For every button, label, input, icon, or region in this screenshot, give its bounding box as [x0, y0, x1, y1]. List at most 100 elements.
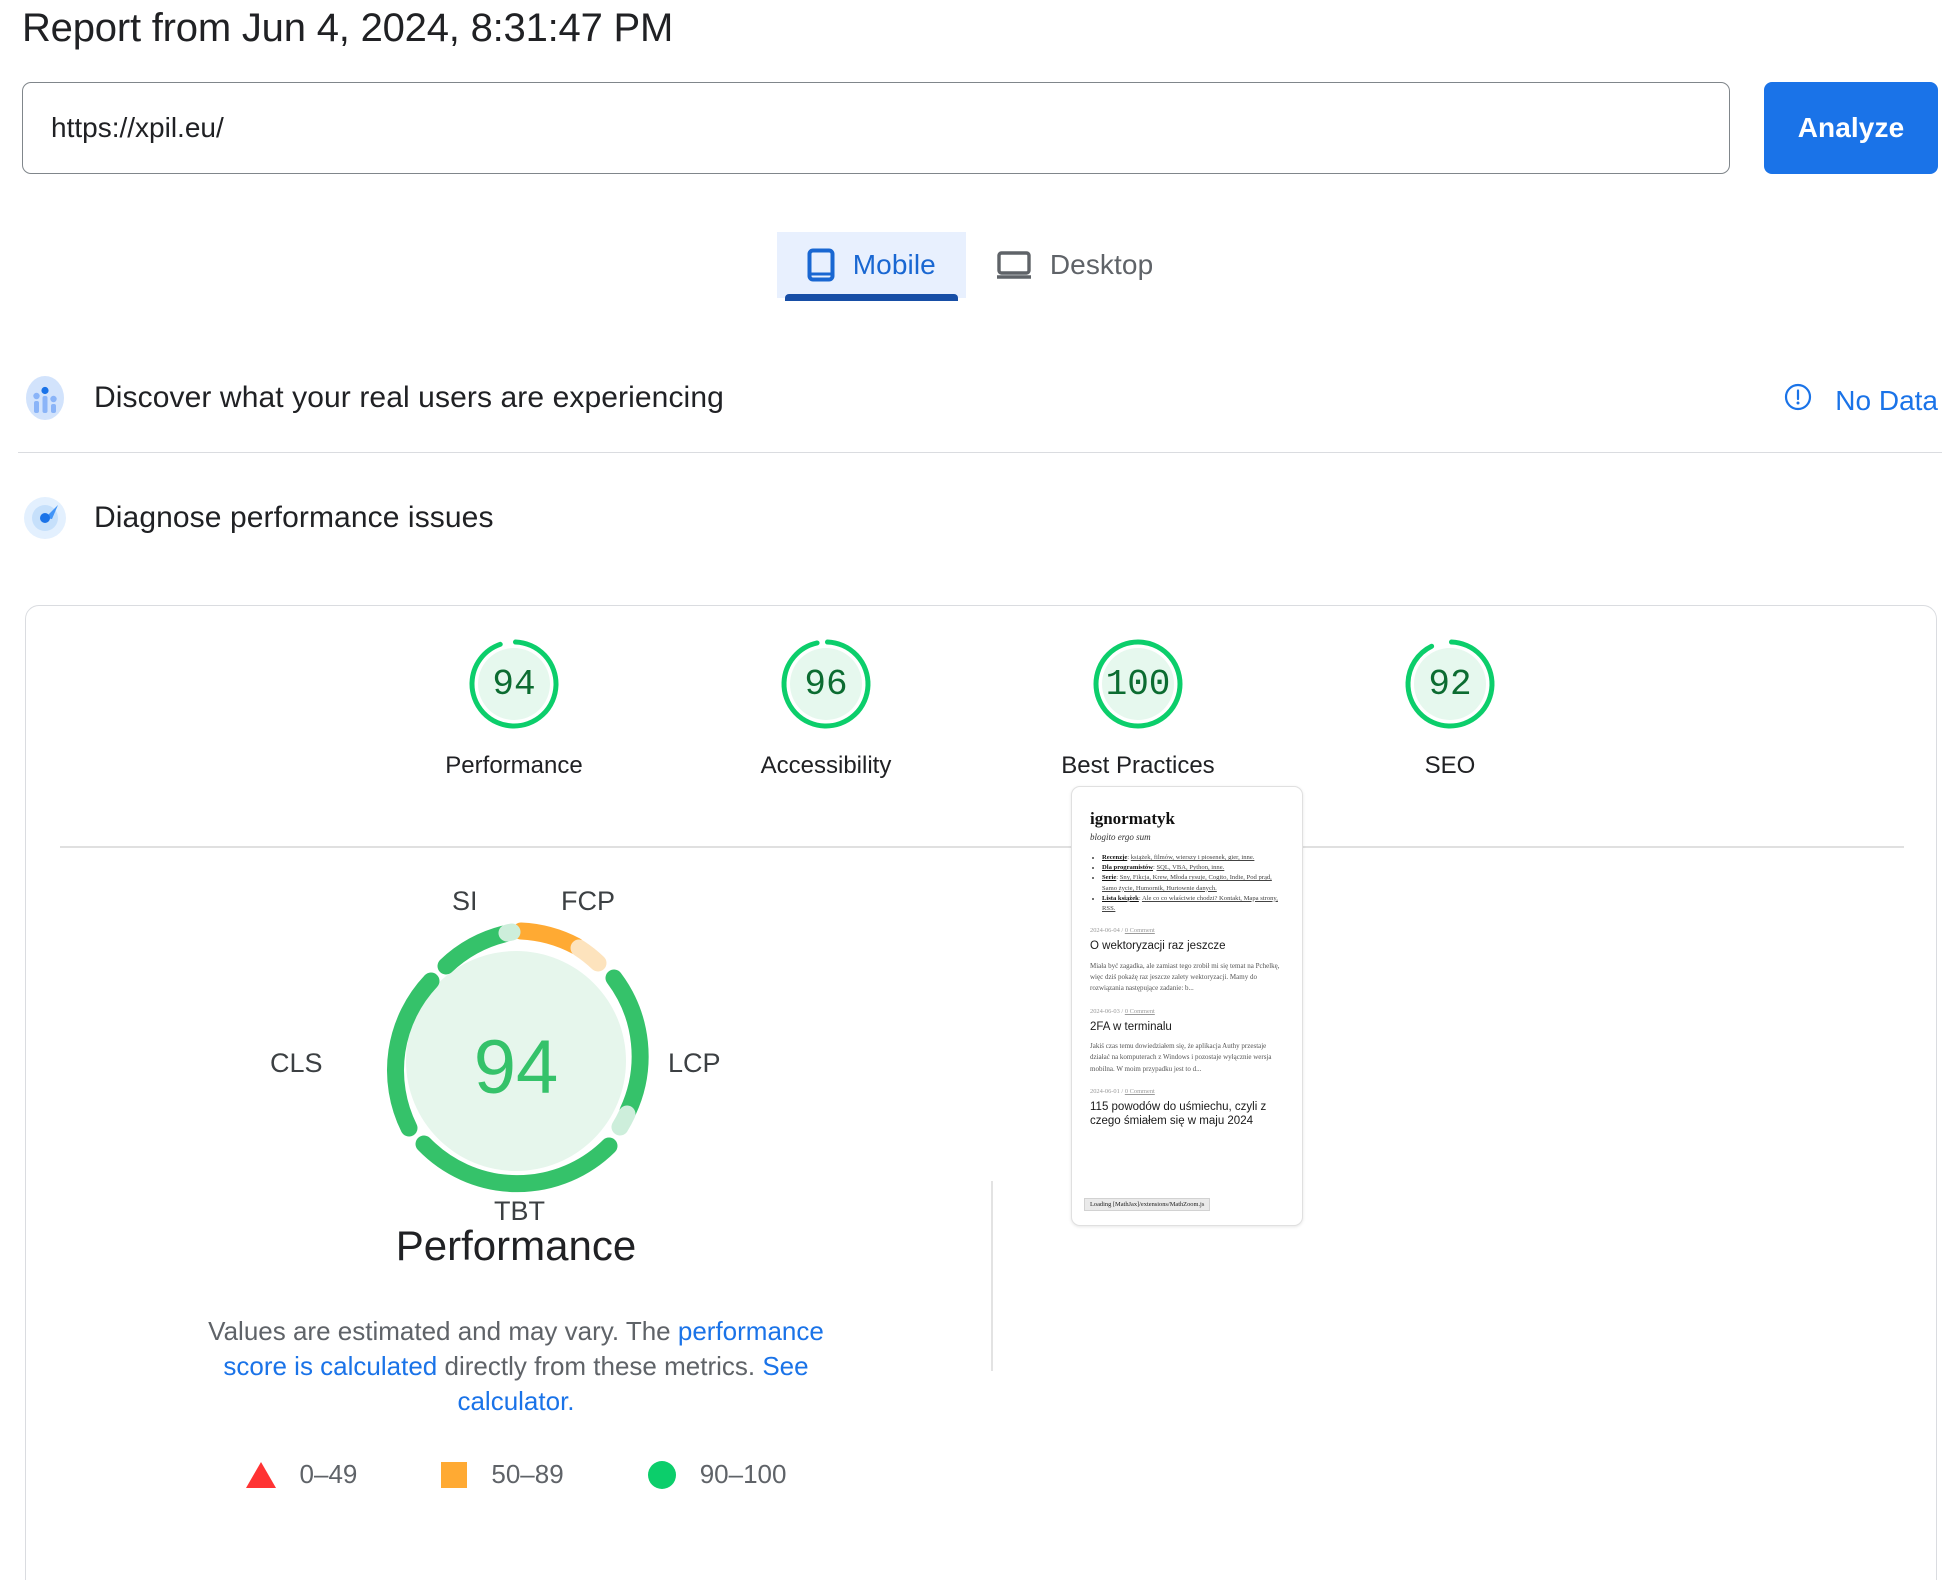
- nav-items: książek, filmów, wierszy i piosenek, gie…: [1130, 854, 1255, 861]
- post-title: 115 powodów do uśmiechu, czyli z czego ś…: [1090, 1101, 1267, 1128]
- post-date: 2024-06-04: [1090, 927, 1120, 935]
- list-item: Recenzje: książek, filmów, wierszy i pio…: [1102, 853, 1284, 863]
- list-item: Dla programistów: SQL, VBA, Python, inne…: [1102, 863, 1284, 873]
- post-title: 2FA w terminalu: [1090, 1020, 1172, 1033]
- see-calculator-link[interactable]: See calculator.: [457, 1351, 809, 1417]
- list-item: Serie: Sny, Fikcja, Krew, Młoda rysuje, …: [1102, 873, 1284, 893]
- gauge-label: SEO: [1424, 752, 1476, 779]
- vertical-divider: [991, 1181, 993, 1371]
- performance-score-value: 94: [473, 1024, 559, 1110]
- legend-range: 0–49: [299, 1459, 358, 1490]
- legend-item-poor: 0–49: [245, 1459, 358, 1490]
- lab-data-header: Diagnose performance issues: [22, 495, 494, 541]
- gauge-ring: 100: [1090, 636, 1186, 732]
- nav-items: SQL, VBA, Python, inne.: [1156, 864, 1225, 872]
- lighthouse-icon: [22, 495, 68, 541]
- post-comments: 0 Comment: [1124, 1088, 1155, 1096]
- mobile-icon: [807, 248, 835, 282]
- legend-range: 90–100: [699, 1459, 787, 1490]
- field-data-header: Discover what your real users are experi…: [22, 375, 724, 421]
- estimation-note: Values are estimated and may vary. The p…: [86, 1314, 946, 1419]
- metric-label-tbt: TBT: [494, 1196, 545, 1226]
- circle-icon: [647, 1460, 676, 1489]
- diagnostics-card: 94 Performance 96 Accessibility: [25, 605, 1937, 1580]
- lab-data-title: Diagnose performance issues: [94, 501, 494, 534]
- performance-caption: Performance: [395, 1222, 637, 1269]
- performance-score-link[interactable]: performance score is calculated: [223, 1316, 824, 1382]
- post-comments: 0 Comment: [1124, 927, 1155, 935]
- post-meta: 2024-06-03 / 0 Comment: [1090, 1007, 1155, 1015]
- section-divider: [18, 452, 1942, 453]
- metric-label-lcp: LCP: [668, 1048, 721, 1078]
- post-date: 2024-06-03: [1090, 1007, 1120, 1015]
- post-excerpt: Jakiś czas temu dowiedziałem się, że apl…: [1090, 1042, 1272, 1073]
- post-meta: 2024-06-01 / 0 Comment: [1090, 1088, 1155, 1096]
- metric-label-si: SI: [452, 886, 478, 916]
- url-input[interactable]: [22, 82, 1730, 174]
- performance-metrics-chart: 94 FCP LCP TBT CLS SI Performance Values…: [86, 886, 946, 1490]
- score-gauge-best-practices[interactable]: 100 Best Practices: [1042, 636, 1234, 780]
- gauge-ring: 96: [778, 636, 874, 732]
- nav-category: Serie: [1102, 874, 1117, 882]
- form-factor-tabs: Mobile Desktop: [0, 232, 1960, 301]
- nav-category: Recenzje: [1102, 854, 1128, 861]
- score-gauge-accessibility[interactable]: 96 Accessibility: [730, 636, 922, 780]
- post-title: O wektoryzacji raz jeszcze: [1090, 940, 1226, 953]
- legend-range: 50–89: [491, 1459, 564, 1490]
- info-circle-icon: [1783, 382, 1813, 419]
- gauge-value: 100: [1105, 663, 1171, 705]
- thumb-post: 2024-06-01 / 0 Comment 115 powodów do uś…: [1090, 1088, 1284, 1129]
- post-comments: 0 Comment: [1124, 1007, 1155, 1015]
- url-form: Analyze: [22, 82, 1938, 174]
- metric-label-cls: CLS: [270, 1048, 323, 1078]
- metric-label-fcp: FCP: [561, 886, 615, 916]
- score-gauge-performance[interactable]: 94 Performance: [418, 636, 610, 780]
- legend-item-good: 90–100: [647, 1459, 787, 1490]
- final-screenshot-thumbnail: ignormatyk blogito ergo sum Recenzje: ks…: [1071, 786, 1303, 1226]
- nav-items: Ale co co właściwie chodzi? Kontakt, Map…: [1102, 894, 1278, 913]
- post-meta: 2024-06-04 / 0 Comment: [1090, 927, 1155, 935]
- page-title: Report from Jun 4, 2024, 8:31:47 PM: [22, 6, 674, 50]
- mathjax-status-bar: Loading [MathJax]/extensions/MathZoom.js: [1084, 1198, 1211, 1211]
- thumb-site-title: ignormatyk: [1090, 809, 1175, 828]
- gauge-ring: 94: [466, 636, 562, 732]
- nav-category: Lista książek: [1102, 894, 1139, 902]
- note-text-middle: directly from these metrics.: [437, 1351, 763, 1382]
- analyze-button[interactable]: Analyze: [1764, 82, 1938, 174]
- category-scores: 94 Performance 96 Accessibility: [26, 636, 1938, 780]
- field-data-title: Discover what your real users are experi…: [94, 381, 724, 414]
- performance-donut: 94 FCP LCP TBT CLS SI: [270, 886, 756, 1226]
- note-text-before: Values are estimated and may vary. The: [208, 1316, 678, 1346]
- gauge-label: Performance: [445, 752, 583, 779]
- gauge-value: 94: [492, 663, 536, 705]
- thumb-nav-list: Recenzje: książek, filmów, wierszy i pio…: [1090, 853, 1284, 914]
- post-date: 2024-06-01: [1090, 1088, 1120, 1096]
- post-excerpt: Miała być zagadka, ale zamiast tego zrob…: [1090, 961, 1280, 993]
- gauge-label: Accessibility: [760, 752, 892, 779]
- thumb-post: 2024-06-03 / 0 Comment 2FA w terminalu J…: [1090, 1008, 1284, 1075]
- card-divider: [60, 846, 1904, 848]
- gauge-label: Best Practices: [1061, 752, 1215, 779]
- nav-category: Dla programistów: [1102, 864, 1153, 872]
- tab-desktop[interactable]: Desktop: [966, 232, 1183, 298]
- gauge-value: 92: [1428, 663, 1472, 705]
- gauge-ring: 92: [1402, 636, 1498, 732]
- real-users-icon: [22, 375, 68, 421]
- thumb-post: 2024-06-04 / 0 Comment O wektoryzacji ra…: [1090, 927, 1284, 994]
- no-data-label: No Data: [1835, 384, 1938, 416]
- legend-item-average: 50–89: [441, 1459, 564, 1490]
- field-data-status[interactable]: No Data: [1783, 382, 1938, 419]
- gauge-value: 96: [804, 663, 848, 705]
- desktop-icon: [996, 250, 1032, 280]
- triangle-icon: [245, 1461, 276, 1488]
- score-legend: 0–49 50–89 90–100: [86, 1459, 946, 1490]
- score-gauge-seo[interactable]: 92 SEO: [1354, 636, 1546, 780]
- thumb-tagline: blogito ergo sum: [1090, 832, 1151, 842]
- tab-desktop-label: Desktop: [1049, 249, 1154, 280]
- tab-mobile-label: Mobile: [852, 249, 936, 280]
- tab-mobile[interactable]: Mobile: [776, 232, 966, 301]
- nav-items: Sny, Fikcja, Krew, Młoda rysuje, Cogito,…: [1102, 874, 1272, 892]
- square-icon: [441, 1461, 468, 1488]
- list-item: Lista książek: Ale co co właściwie chodz…: [1102, 894, 1284, 914]
